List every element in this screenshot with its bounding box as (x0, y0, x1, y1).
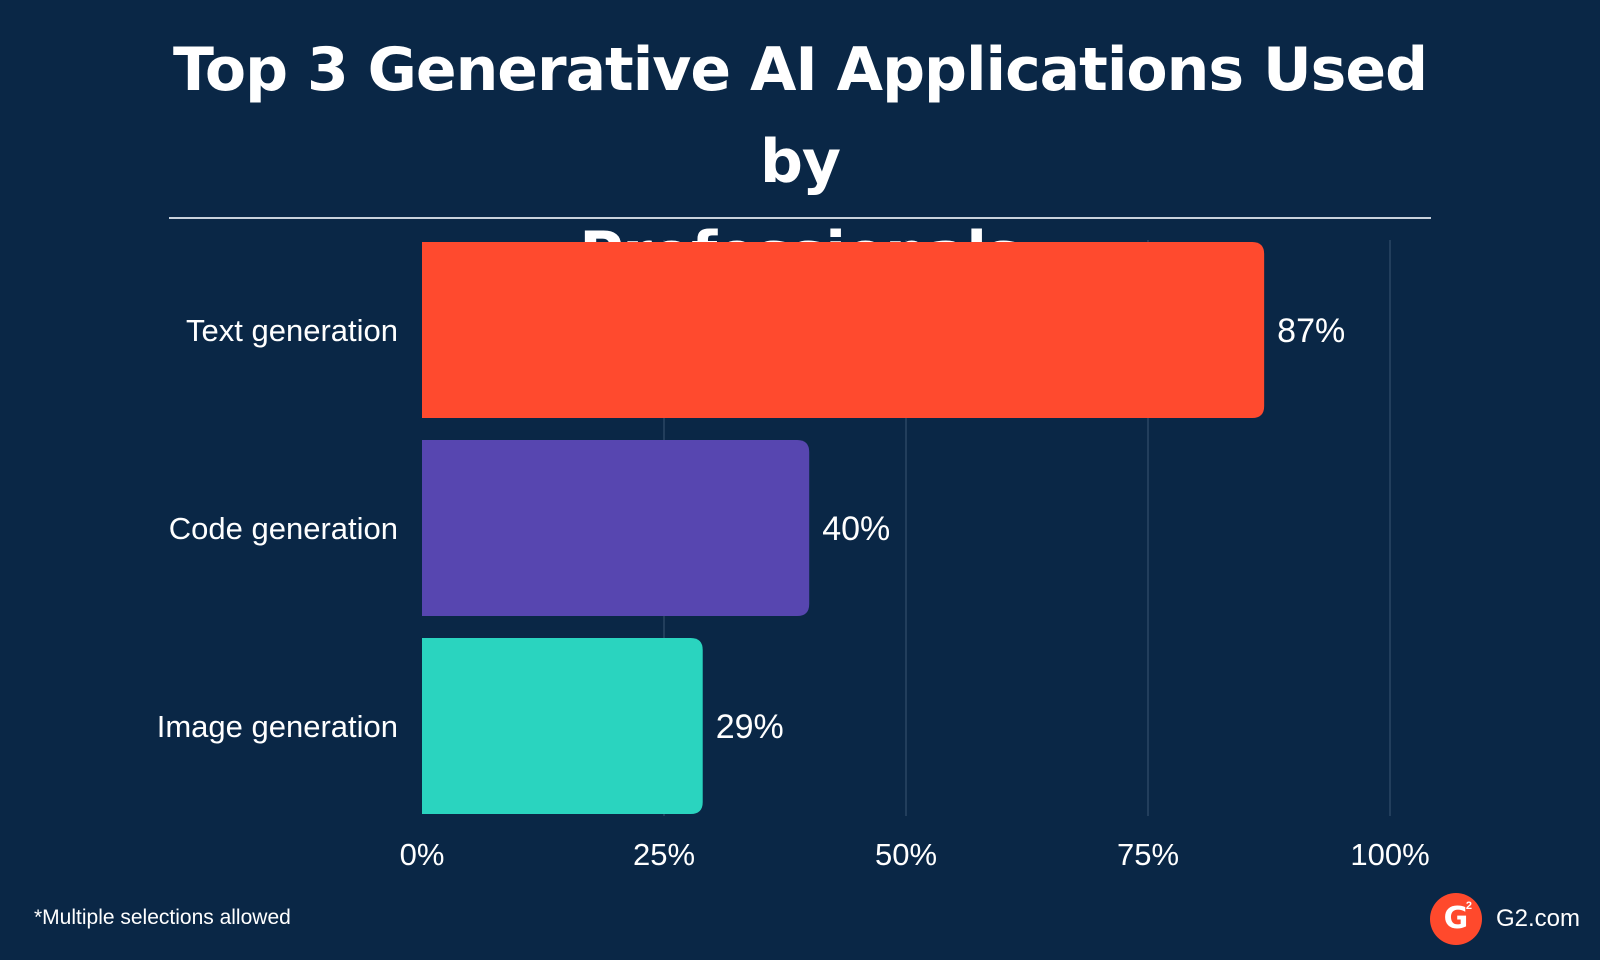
footnote: *Multiple selections allowed (34, 906, 291, 929)
category-label-2: Image generation (157, 709, 398, 744)
x-tick-label-75: 75% (1117, 837, 1179, 872)
g2-logo-icon: G 2 (1429, 893, 1482, 945)
x-tick-label-0: 0% (400, 837, 445, 872)
value-label-1: 40% (822, 510, 890, 548)
bar-chart: 87% Text generation 40% Code generation 29% I… (157, 240, 1430, 872)
logo-letter: G (1443, 901, 1469, 936)
x-tick-label-50: 50% (875, 837, 937, 872)
bar-2 (422, 638, 703, 814)
logo-superscript: 2 (1465, 900, 1472, 912)
x-tick-label-100: 100% (1350, 837, 1429, 872)
x-tick-label-25: 25% (633, 837, 695, 872)
bar-1 (422, 440, 810, 616)
title-divider (169, 217, 1431, 219)
title-line-1: Top 3 Generative AI Applications Used by (172, 35, 1428, 197)
value-label-0: 87% (1277, 312, 1345, 350)
value-label-2: 29% (716, 708, 784, 746)
category-label-0: Text generation (186, 313, 398, 348)
brand: G 2 G2.com (1429, 893, 1580, 945)
category-label-1: Code generation (169, 511, 398, 546)
bar-0 (422, 242, 1265, 418)
brand-text: G2.com (1495, 905, 1580, 932)
